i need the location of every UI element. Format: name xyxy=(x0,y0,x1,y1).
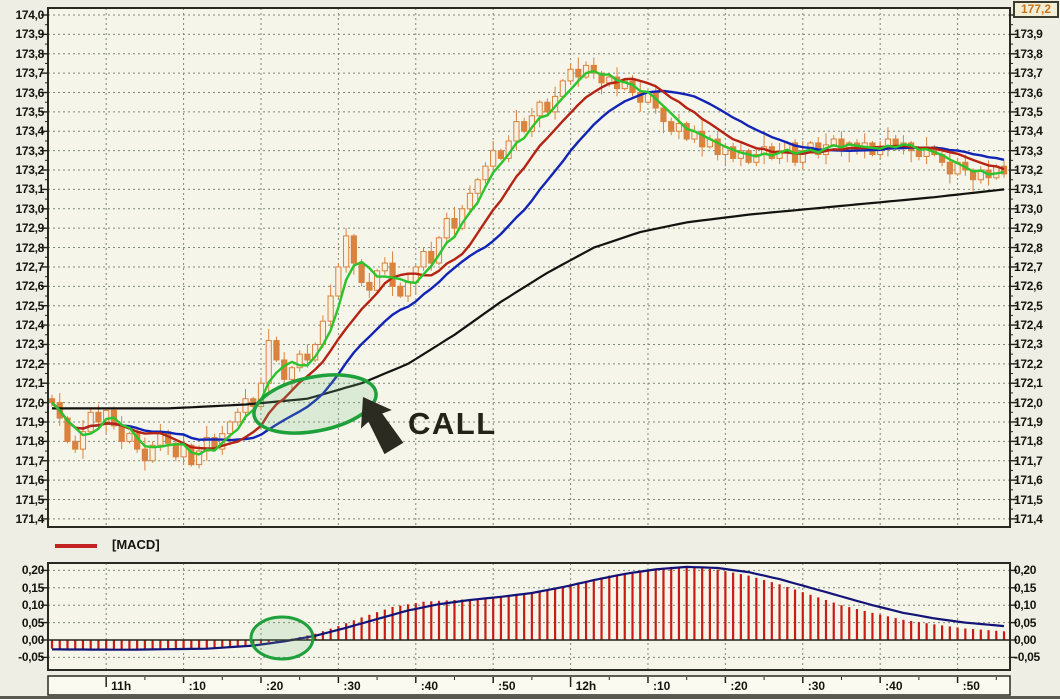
call-annotation-label: CALL xyxy=(408,406,497,441)
macd-signal-line xyxy=(52,565,1005,651)
macd-legend-line-icon xyxy=(55,544,97,548)
ma-slow-line xyxy=(51,89,1005,442)
current-price-value: 177,2 xyxy=(1020,2,1052,16)
price-pane[interactable] xyxy=(48,8,1010,527)
right-price-axis[interactable] xyxy=(1010,8,1060,527)
ma-fast-line xyxy=(51,69,1005,456)
call-arrow-icon xyxy=(360,397,404,455)
macd-legend-label: [MACD] xyxy=(112,537,160,552)
ma-mid-line xyxy=(51,77,1005,450)
entry-highlight-ellipse xyxy=(252,373,378,435)
macd-cross-highlight-ellipse xyxy=(249,615,315,661)
ma-long-line xyxy=(52,188,1005,410)
window-bottom-edge xyxy=(0,696,1060,699)
macd-pane[interactable] xyxy=(48,563,1010,670)
macd-histogram xyxy=(50,566,1006,650)
current-price-box: 177,2 xyxy=(1013,1,1059,18)
time-axis[interactable] xyxy=(48,676,1010,695)
